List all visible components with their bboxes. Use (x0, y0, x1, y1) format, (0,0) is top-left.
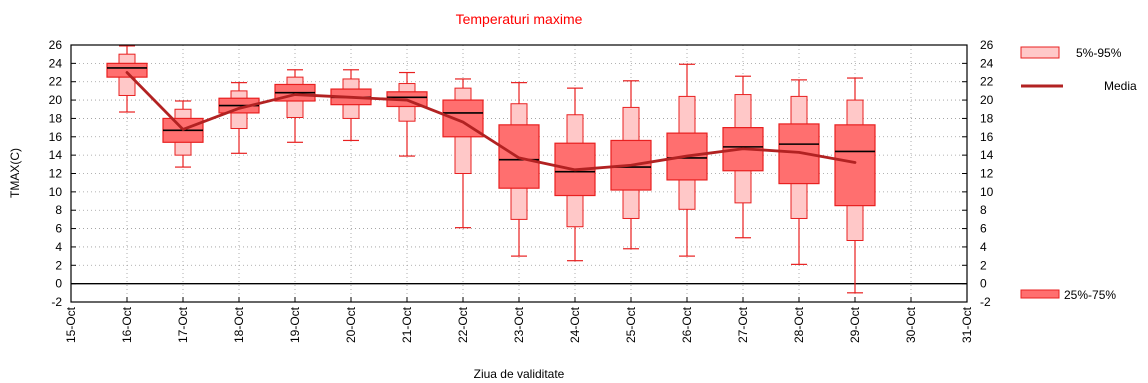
legend-label-media: Media (1104, 79, 1137, 93)
y-tick-label-right: 4 (980, 240, 987, 254)
legend-swatch-25-75 (1020, 289, 1060, 299)
y-tick-label: 8 (55, 203, 62, 217)
box-16-Oct (106, 45, 148, 113)
x-tick-label: 22-Oct (456, 306, 470, 343)
y-tick-label: 24 (49, 56, 63, 70)
y-tick-label-right: 14 (980, 148, 994, 162)
boxes (106, 45, 876, 294)
box-17-Oct (162, 100, 204, 168)
y-tick-label: 4 (55, 240, 62, 254)
y-tick-label: 0 (55, 277, 62, 291)
x-tick-label: 23-Oct (512, 306, 526, 343)
box-23-Oct (498, 82, 540, 257)
y-tick-label-right: 18 (980, 111, 994, 125)
box-27-Oct (722, 75, 764, 239)
y-tick-label: 6 (55, 222, 62, 236)
x-tick-label: 19-Oct (288, 306, 302, 343)
legend-label-25-75: 25%-75% (1064, 288, 1116, 302)
x-tick-label: 31-Oct (960, 306, 974, 343)
y-tick-label: 12 (49, 167, 63, 181)
y-tick-label: 26 (49, 38, 63, 52)
x-tick-label: 29-Oct (848, 306, 862, 343)
y-tick-label-right: 24 (980, 56, 994, 70)
x-tick-label: 18-Oct (232, 306, 246, 343)
y-tick-label: 2 (55, 258, 62, 272)
box-25-75 (834, 124, 876, 207)
legend-label-5-95: 5%-95% (1076, 46, 1122, 60)
box-19-Oct (274, 69, 316, 143)
y-tick-label: 14 (49, 148, 63, 162)
y-tick-label: 20 (49, 93, 63, 107)
box-28-Oct (778, 79, 820, 265)
y-tick-label-right: 8 (980, 203, 987, 217)
x-axis-title: Ziua de validitate (474, 367, 565, 381)
box-18-Oct (218, 82, 260, 154)
mean-line (125, 71, 857, 172)
box-22-Oct (442, 78, 484, 229)
x-tick-label: 30-Oct (904, 306, 918, 343)
x-tick-label: 24-Oct (568, 306, 582, 343)
box-20-Oct (330, 69, 372, 142)
box-21-Oct (386, 71, 428, 157)
y-tick-label-right: 6 (980, 222, 987, 236)
x-tick-label: 26-Oct (680, 306, 694, 343)
y-tick-label-right: 26 (980, 38, 994, 52)
y-tick-label-right: -2 (980, 295, 991, 309)
x-tick-label: 27-Oct (736, 306, 750, 343)
x-tick-label: 28-Oct (792, 306, 806, 343)
y-tick-label-right: 10 (980, 185, 994, 199)
y-tick-label: 18 (49, 111, 63, 125)
chart-title: Temperaturi maxime (456, 11, 583, 27)
x-tick-label: 25-Oct (624, 306, 638, 343)
y-tick-label-right: 16 (980, 130, 994, 144)
y-tick-label: 22 (49, 75, 63, 89)
x-tick-label: 20-Oct (344, 306, 358, 343)
y-tick-label-right: 0 (980, 277, 987, 291)
x-tick-label: 16-Oct (120, 306, 134, 343)
y-tick-label-right: 22 (980, 75, 994, 89)
box-29-Oct (834, 77, 876, 294)
x-tick-label: 21-Oct (400, 306, 414, 343)
legend: 5%-95% Media 25%-75% (1020, 46, 1137, 302)
y-tick-label: 10 (49, 185, 63, 199)
x-tick-label: 17-Oct (176, 306, 190, 343)
y-tick-label: -2 (51, 295, 62, 309)
legend-swatch-5-95 (1020, 46, 1060, 59)
y-tick-label-right: 20 (980, 93, 994, 107)
y-tick-label: 16 (49, 130, 63, 144)
x-tick-label: 15-Oct (64, 306, 78, 343)
box-24-Oct (554, 87, 596, 262)
box-26-Oct (666, 63, 708, 257)
x-axis: 15-Oct 16-Oct 17-Oct 18-Oct 19-Oct 20-Oct 21-O… (64, 297, 974, 343)
y-tick-label-right: 12 (980, 167, 994, 181)
box-25-75 (106, 62, 148, 78)
y-tick-label-right: 2 (980, 258, 987, 272)
y-axis-title: TMAX(C) (8, 148, 22, 198)
mean-series (125, 71, 857, 172)
